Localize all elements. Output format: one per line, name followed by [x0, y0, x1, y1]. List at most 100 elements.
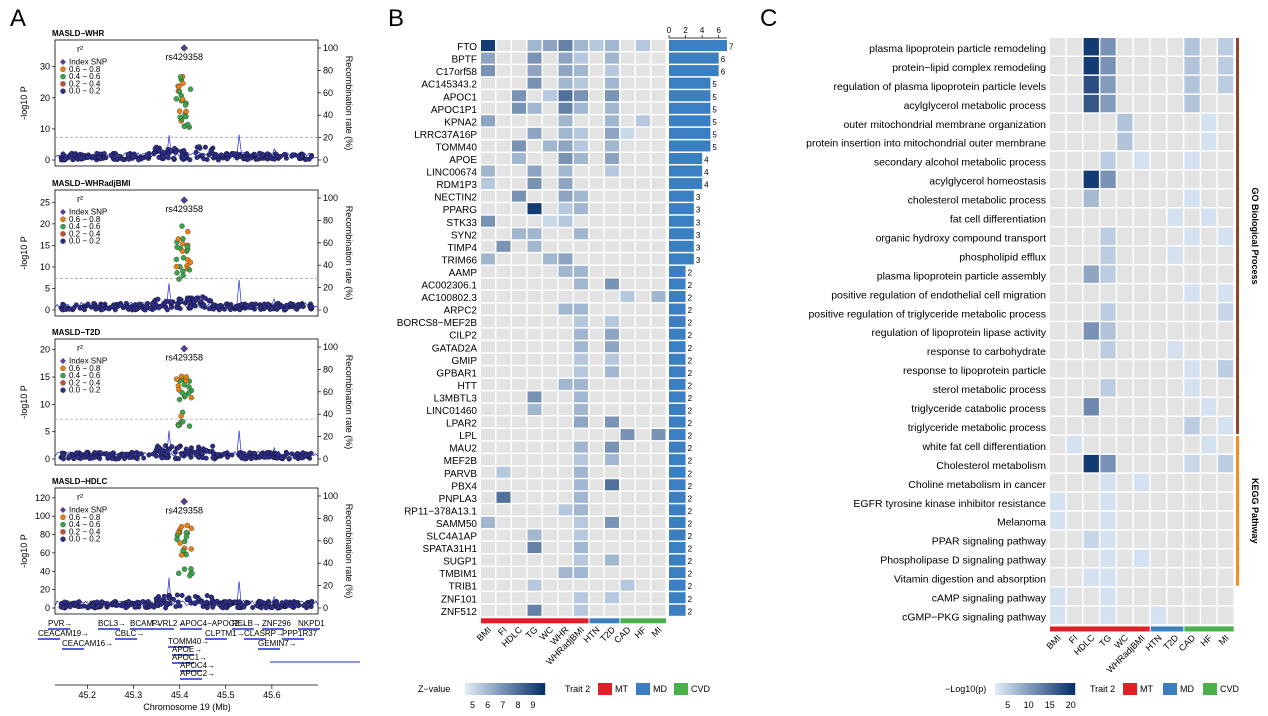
heatmap-cell	[558, 52, 573, 64]
heatmap-cell	[1167, 227, 1183, 245]
row-group-strip	[1236, 38, 1239, 434]
heatmap-cell	[1083, 360, 1099, 378]
heatmap-cell	[1184, 568, 1200, 587]
scale-swatch	[531, 683, 534, 695]
scale-tick-label: 10	[1024, 700, 1034, 710]
heatmap-cell	[620, 215, 635, 227]
scale-swatch	[1047, 683, 1050, 695]
heatmap-cell	[558, 40, 573, 52]
scale-swatch	[489, 683, 492, 695]
column-label: HF	[633, 624, 649, 640]
count-label: 3	[696, 243, 701, 252]
heatmap-cell	[1083, 208, 1099, 226]
heatmap-cell	[527, 353, 542, 365]
heatmap-cell	[1134, 75, 1150, 94]
heatmap-cell	[1066, 417, 1083, 435]
heatmap-cell	[636, 328, 650, 340]
snp-point	[162, 443, 168, 449]
heatmap-cell	[512, 303, 526, 315]
count-label: 3	[696, 231, 701, 240]
heatmap-cell	[605, 215, 619, 227]
snp-point	[187, 157, 193, 163]
heatmap-cell	[1218, 151, 1234, 170]
heatmap-cell	[1050, 227, 1066, 245]
row-label: acylglycerol metabolic process	[904, 100, 1046, 112]
heatmap-cell	[1201, 454, 1217, 473]
snp-point	[165, 155, 171, 161]
heatmap-cell	[1134, 587, 1150, 605]
heatmap-cell	[1100, 75, 1116, 94]
heatmap-cell	[527, 102, 542, 114]
heatmap-cell	[527, 65, 542, 77]
scale-swatch	[1059, 683, 1062, 695]
ld-snp-point	[183, 534, 190, 540]
snp-point	[79, 603, 85, 609]
heatmap-cell	[1134, 227, 1150, 245]
heatmap-cell	[1066, 568, 1083, 587]
heatmap-cell	[574, 479, 588, 491]
heatmap-cell	[589, 504, 604, 516]
y-axis-label: -log10 P	[19, 385, 29, 419]
heatmap-cell	[1167, 341, 1183, 359]
heatmap-cell	[1201, 113, 1217, 132]
snp-point	[210, 306, 216, 312]
heatmap-cell	[651, 240, 666, 252]
heatmap-cell	[1134, 360, 1150, 378]
snp-point	[111, 154, 117, 160]
legend-dot	[60, 529, 66, 535]
heatmap-cell	[651, 40, 666, 52]
heatmap-cell	[1167, 454, 1183, 473]
heatmap-cell	[636, 316, 650, 328]
count-bar	[669, 316, 686, 328]
group-legend-label: MT	[615, 684, 628, 694]
scale-swatch	[479, 683, 482, 695]
heatmap-cell	[1050, 322, 1066, 340]
snp-point	[160, 149, 166, 155]
heatmap-cell	[496, 454, 511, 466]
snp-point	[157, 597, 163, 603]
snp-point	[156, 305, 162, 311]
y-tick-label: 5	[45, 283, 50, 293]
snp-point	[112, 602, 118, 608]
heatmap-cell	[1184, 606, 1200, 624]
row-label: plasma lipoprotein particle assembly	[877, 270, 1047, 282]
count-bar	[669, 178, 703, 190]
count-label: 2	[688, 519, 693, 528]
snp-point	[266, 600, 272, 606]
count-label: 2	[688, 306, 693, 315]
snp-point	[288, 301, 294, 307]
snp-point	[183, 446, 189, 452]
heatmap-cell	[651, 127, 666, 139]
heatmap-cell	[512, 140, 526, 152]
pathway-heatmap-panel: plasma lipoprotein particle remodelingpr…	[806, 38, 1260, 710]
count-label: 4	[704, 181, 709, 190]
snp-point	[172, 145, 178, 151]
legend-label: 0.0 − 0.2	[69, 535, 101, 544]
snp-point	[201, 156, 207, 162]
heatmap-cell	[589, 102, 604, 114]
heatmap-cell	[543, 90, 557, 102]
y2-tick-label: 0	[323, 305, 328, 315]
ld-snp-point	[176, 84, 182, 90]
row-label: positive regulation of endothelial cell …	[831, 289, 1046, 301]
y-tick-label: 10	[40, 399, 50, 409]
heatmap-cell	[620, 454, 635, 466]
x-tick-label: 45.5	[217, 690, 235, 700]
count-label: 2	[688, 407, 693, 416]
heatmap-cell	[605, 140, 619, 152]
heatmap-cell	[589, 403, 604, 415]
heatmap-cell	[651, 291, 666, 303]
row-label: fat cell differentiation	[950, 214, 1046, 226]
snp-point	[90, 154, 96, 160]
heatmap-cell	[496, 190, 511, 202]
y2-tick-label: 80	[323, 513, 333, 523]
group-legend-title: Trait 2	[1090, 684, 1115, 694]
heatmap-cell	[1184, 549, 1200, 568]
heatmap-cell	[1066, 341, 1083, 359]
snp-point	[193, 149, 199, 155]
heatmap-cell	[1201, 246, 1217, 264]
scale-swatch	[999, 683, 1002, 695]
heatmap-cell	[527, 441, 542, 453]
column-group-strip	[620, 618, 666, 624]
heatmap-cell	[1150, 38, 1167, 56]
